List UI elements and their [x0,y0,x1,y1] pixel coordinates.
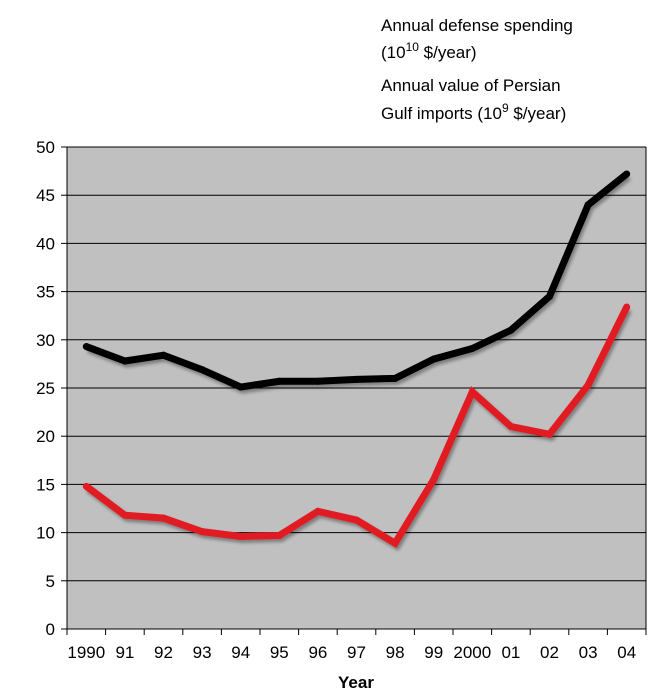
x-axis-title: Year [338,673,374,692]
legend-label-defense-line2: (1010 $/year) [381,40,477,62]
x-tick-label: 96 [308,643,327,662]
x-tick-label: 93 [193,643,212,662]
legend-label-imports-line2: Gulf imports (109 $/year) [381,101,566,123]
x-tick-label: 1990 [67,643,105,662]
x-tick-label: 95 [270,643,289,662]
defense-point-91 [121,357,129,365]
imports-point-02 [546,430,553,438]
imports-point-91 [121,511,129,519]
defense-point-1990 [82,343,90,351]
imports-point-1990 [82,482,90,490]
imports-point-01 [507,423,515,431]
imports-point-03 [584,381,592,389]
x-tick-label: 04 [617,643,636,662]
defense-point-02 [546,292,553,300]
x-tick-label: 01 [501,643,520,662]
defense-point-95 [275,377,283,385]
x-tick-label: 94 [231,643,250,662]
defense-point-93 [198,366,206,374]
y-tick-label: 5 [46,572,55,591]
x-tick-label: 2000 [453,643,491,662]
x-tick-label: 92 [154,643,173,662]
legend-label-defense-line1: Annual defense spending [381,16,573,35]
imports-point-93 [198,528,206,536]
y-tick-label: 50 [36,138,55,157]
x-tick-label: 03 [579,643,598,662]
y-tick-label: 25 [36,379,55,398]
y-tick-label: 20 [36,427,55,446]
x-tick-label: 99 [424,643,443,662]
legend: Annual defense spending (1010 $/year) An… [345,16,573,123]
imports-point-99 [430,476,438,484]
defense-point-92 [160,351,167,359]
y-tick-label: 10 [36,524,55,543]
defense-point-96 [314,377,322,385]
imports-point-04 [623,303,631,311]
defense-point-04 [623,170,631,178]
y-tick-label: 30 [36,331,55,350]
x-axis: 1990 91 92 93 94 95 96 97 98 99 2000 01 02 03 04 [66,628,647,662]
defense-point-94 [237,383,245,391]
y-tick-label: 45 [36,186,55,205]
x-tick-label: 97 [347,643,366,662]
defense-point-01 [507,326,515,334]
x-tick-label: 02 [540,643,559,662]
defense-point-03 [584,201,592,209]
imports-point-97 [353,516,360,524]
y-tick-label: 40 [36,234,55,253]
series-lines [82,170,631,548]
defense-point-98 [391,374,399,382]
imports-point-96 [314,507,322,515]
defense-point-2000 [468,344,476,352]
y-tick-label: 0 [46,620,55,639]
y-tick-label: 15 [36,475,55,494]
x-tick-label: 91 [115,643,134,662]
x-tick-label: 98 [386,643,405,662]
defense-point-99 [430,355,438,363]
y-axis: 0 5 10 15 20 25 30 35 40 45 50 [36,138,68,639]
imports-point-95 [275,531,283,539]
imports-point-2000 [468,388,476,396]
imports-point-94 [237,532,245,540]
imports-point-98 [391,539,399,547]
legend-label-imports-line1: Annual value of Persian [381,76,561,95]
defense-point-97 [353,375,360,383]
y-tick-label: 35 [36,283,55,302]
imports-point-92 [160,514,167,522]
